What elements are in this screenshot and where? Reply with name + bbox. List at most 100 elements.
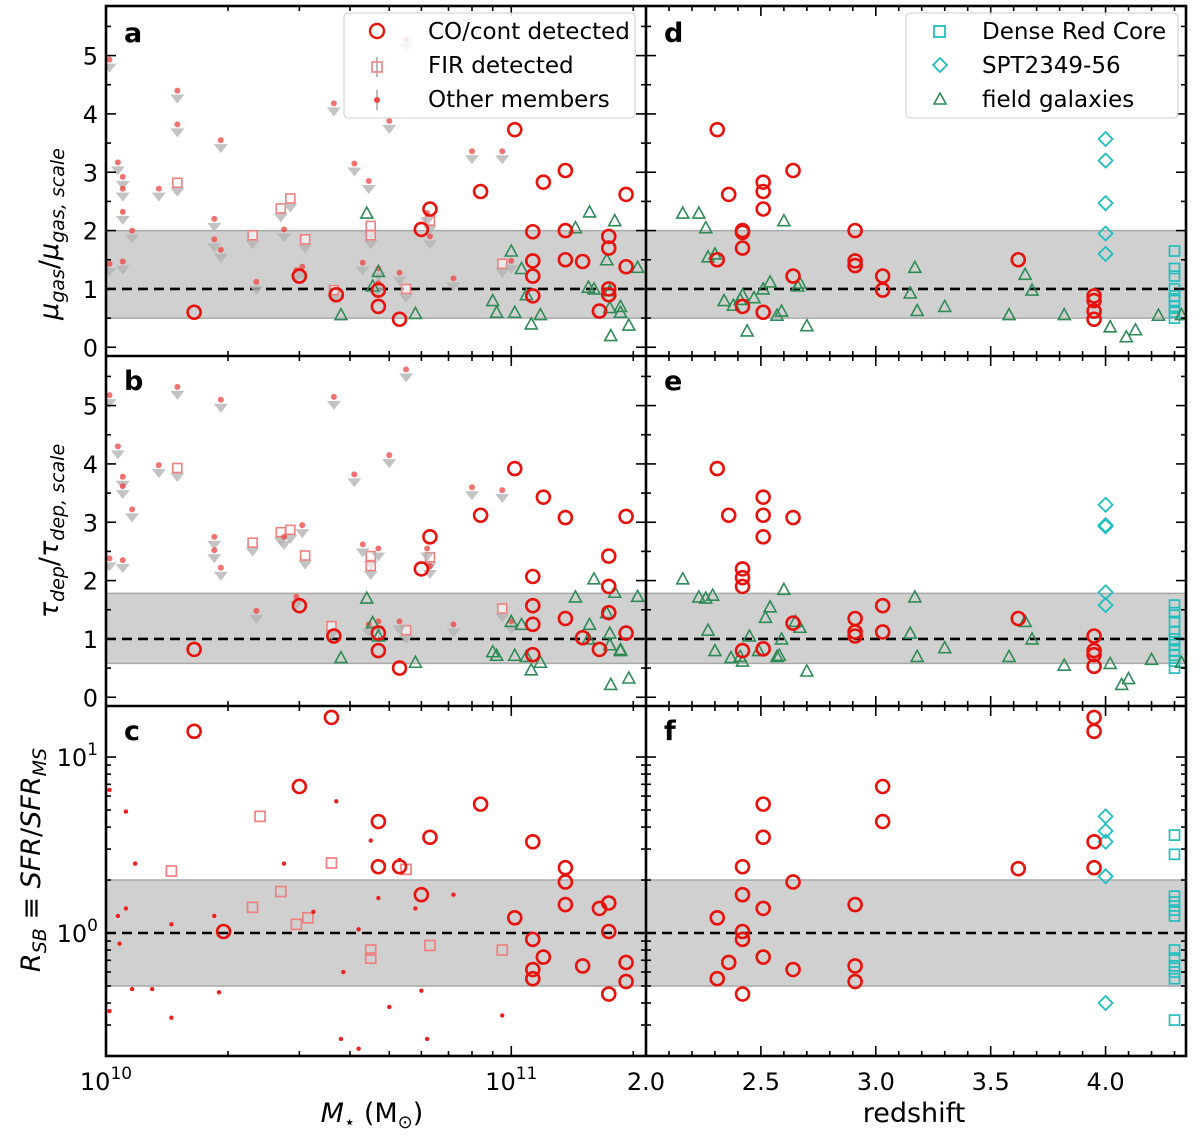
spt2349-point — [1097, 130, 1114, 148]
other-member-point — [330, 100, 337, 107]
other-member-point — [365, 178, 372, 184]
xlabel-mass: M⋆ (M⊙) — [321, 1098, 424, 1133]
field-galaxy-point — [603, 676, 619, 691]
other-member-point — [149, 986, 155, 992]
field-galaxy-point — [607, 212, 623, 227]
upper-limit-arrow — [420, 552, 435, 562]
co-detected-point — [755, 304, 771, 321]
other-member-point — [311, 909, 316, 914]
upper-limit-arrow — [283, 203, 298, 213]
co-detected-point — [1086, 311, 1102, 328]
legend-right-box — [905, 12, 1179, 119]
fir-detected-point — [246, 901, 259, 914]
fir-detected-point — [365, 220, 377, 232]
upper-limit-arrow — [115, 180, 130, 190]
field-galaxy-point — [755, 281, 771, 295]
field-galaxy-point — [514, 616, 529, 631]
co-detected-point — [847, 896, 863, 913]
fir-detected-point — [496, 944, 509, 956]
co-detected-point — [557, 222, 574, 239]
co-detected-point — [524, 961, 541, 978]
legend-marker-field — [932, 91, 948, 105]
other-member-point — [403, 366, 410, 373]
panel-f — [646, 709, 1186, 1026]
legend-label-spt: SPT2349-56 — [982, 53, 1121, 79]
co-detected-point — [734, 578, 751, 595]
series-dense-red-core — [1168, 245, 1181, 324]
other-member-point — [450, 275, 457, 282]
upper-limit-arrow — [382, 124, 397, 134]
field-galaxy-point — [621, 317, 637, 331]
dense-red-core-point — [1168, 270, 1181, 282]
other-member-point — [155, 185, 162, 192]
other-member-point — [499, 487, 506, 494]
field-galaxy-point — [769, 307, 785, 321]
co-detected-point — [370, 858, 387, 875]
series-fir-detected — [165, 810, 509, 964]
field-galaxy-point — [937, 298, 953, 313]
upper-limit-arrow — [213, 253, 228, 263]
co-detected-point — [370, 282, 387, 298]
upper-limit-arrow — [298, 244, 313, 254]
upper-limit-arrow — [115, 564, 130, 574]
co-detected-point — [734, 569, 751, 586]
field-galaxy-point — [762, 599, 778, 613]
field-galaxy-point — [630, 588, 645, 603]
upper-limit-arrow — [504, 625, 519, 635]
field-galaxy-point — [799, 317, 815, 332]
field-galaxy-point — [723, 649, 739, 664]
co-detected-point — [874, 778, 891, 795]
upper-limit-arrow — [151, 469, 166, 479]
y-tick-label: 2 — [83, 568, 98, 596]
other-member-point — [119, 258, 126, 265]
co-detected-point — [600, 923, 617, 940]
co-detected-point — [874, 624, 891, 640]
panel-c — [106, 709, 646, 1051]
other-member-point — [217, 137, 224, 144]
legend-label-other: Other members — [428, 87, 610, 113]
field-galaxy-point — [533, 306, 548, 321]
panel-letter-c: c — [124, 716, 140, 747]
co-detected-point — [874, 813, 891, 830]
field-galaxy-point — [675, 571, 691, 585]
panel-letter-a: a — [124, 18, 142, 49]
upper-limit-arrow — [125, 513, 140, 523]
upper-limit-arrow — [446, 628, 461, 638]
co-detected-point — [600, 240, 617, 256]
field-galaxy-point — [675, 205, 691, 219]
fir-detected-point — [290, 918, 303, 931]
other-member-point — [123, 809, 129, 814]
co-detected-point — [186, 304, 202, 321]
other-member-point — [119, 208, 126, 215]
co-detected-point — [755, 174, 771, 190]
ylabel-top: μgas/μgas, scale — [34, 148, 69, 321]
co-detected-point — [720, 507, 737, 524]
field-galaxy-point — [582, 204, 597, 218]
co-detected-point — [370, 813, 387, 830]
y-tick-label: 4 — [83, 101, 98, 129]
co-detected-point — [524, 597, 541, 614]
dense-red-core-point — [1168, 952, 1181, 964]
y-tick-label: 3 — [83, 509, 98, 537]
other-member-point — [129, 227, 136, 234]
co-detected-point — [328, 286, 345, 303]
co-detected-point — [618, 625, 634, 641]
co-detected-point — [524, 931, 541, 948]
field-galaxy-point — [1174, 654, 1186, 669]
fir-detected-point — [365, 560, 377, 572]
co-detected-point — [600, 604, 617, 621]
co-detected-point — [755, 796, 771, 812]
upper-limit-arrow — [298, 560, 313, 570]
dense-red-core-point — [1168, 245, 1181, 257]
legend-label-co: CO/cont detected — [428, 19, 630, 45]
other-member-point — [281, 533, 288, 540]
co-detected-point — [1086, 288, 1102, 304]
co-detected-point — [734, 561, 751, 577]
upper-limit-arrow — [495, 494, 510, 504]
other-member-point — [114, 443, 121, 450]
other-member-point — [426, 233, 433, 240]
co-detected-point — [755, 900, 771, 917]
fir-detected-point — [247, 229, 258, 241]
co-detected-point — [574, 629, 591, 646]
dense-red-core-point — [1168, 972, 1181, 985]
